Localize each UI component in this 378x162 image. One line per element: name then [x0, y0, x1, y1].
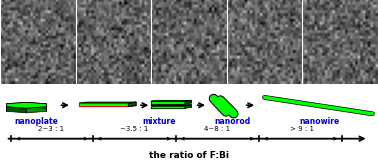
- Polygon shape: [79, 102, 136, 103]
- Polygon shape: [79, 103, 129, 106]
- Polygon shape: [185, 101, 191, 104]
- Polygon shape: [151, 106, 185, 108]
- Polygon shape: [6, 102, 26, 108]
- Text: ~3.5 : 1: ~3.5 : 1: [120, 126, 149, 132]
- Text: > 9 : 1: > 9 : 1: [290, 126, 314, 132]
- Polygon shape: [26, 102, 46, 108]
- Polygon shape: [26, 107, 46, 113]
- Polygon shape: [129, 102, 136, 106]
- Polygon shape: [6, 102, 46, 108]
- Text: mixture: mixture: [142, 117, 175, 126]
- Polygon shape: [6, 107, 26, 113]
- Text: nanorod: nanorod: [214, 117, 251, 126]
- Text: nanoplate: nanoplate: [14, 117, 58, 126]
- Text: 4~8 : 1: 4~8 : 1: [204, 126, 231, 132]
- Polygon shape: [185, 105, 191, 108]
- Polygon shape: [151, 105, 191, 106]
- Text: nanowire: nanowire: [299, 117, 339, 126]
- Text: the ratio of F:Bi: the ratio of F:Bi: [149, 151, 229, 160]
- Polygon shape: [151, 101, 185, 104]
- Text: 2~3 : 1: 2~3 : 1: [38, 126, 64, 132]
